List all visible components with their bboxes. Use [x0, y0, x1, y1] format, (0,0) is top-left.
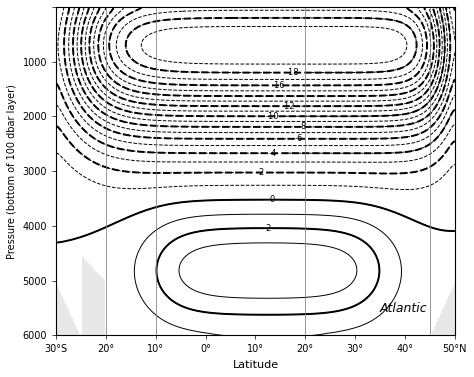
Text: -16: -16 — [272, 81, 285, 90]
Text: -8: -8 — [298, 123, 307, 132]
Text: -12: -12 — [282, 102, 295, 111]
X-axis label: Latitude: Latitude — [232, 360, 279, 370]
Text: 0: 0 — [270, 195, 275, 204]
Text: -4: -4 — [268, 149, 277, 158]
Y-axis label: Pressure (bottom of 100 dbar layer): Pressure (bottom of 100 dbar layer) — [7, 84, 17, 259]
Text: 2: 2 — [266, 224, 271, 233]
Text: -18: -18 — [286, 68, 300, 77]
Text: -6: -6 — [294, 134, 303, 143]
Text: Atlantic: Atlantic — [380, 302, 428, 314]
Text: -2: -2 — [256, 168, 264, 177]
Text: -10: -10 — [266, 112, 279, 121]
